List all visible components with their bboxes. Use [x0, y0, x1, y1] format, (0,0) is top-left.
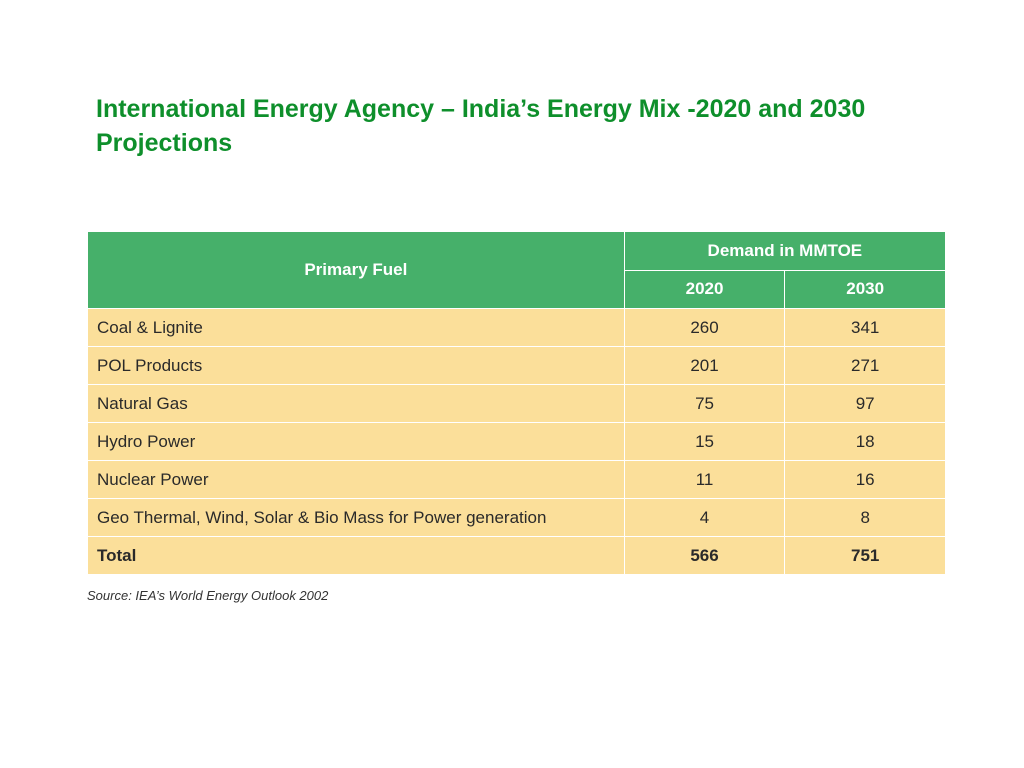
source-note: Source: IEA’s World Energy Outlook 2002 — [87, 588, 329, 603]
table-row: Coal & Lignite 260 341 — [87, 308, 946, 347]
value-2020-cell: 75 — [623, 384, 786, 423]
slide-title-line-1: International Energy Agency – India’s En… — [96, 95, 866, 123]
energy-mix-table: Primary Fuel Demand in MMTOE 2020 2030 C… — [87, 231, 947, 575]
primary-fuel-header: Primary Fuel — [87, 231, 625, 309]
table-row: POL Products 201 271 — [87, 346, 946, 385]
value-2030-cell: 341 — [784, 308, 946, 347]
table-row: Geo Thermal, Wind, Solar & Bio Mass for … — [87, 498, 946, 537]
value-2020-cell: 15 — [623, 422, 786, 461]
table-row: Natural Gas 75 97 — [87, 384, 946, 423]
demand-header: Demand in MMTOE — [623, 231, 947, 271]
table-row: Nuclear Power 11 16 — [87, 460, 946, 499]
fuel-cell: Natural Gas — [87, 384, 625, 423]
table-year-row: 2020 2030 — [88, 269, 946, 309]
total-label-cell: Total — [87, 536, 625, 575]
value-2020-cell: 4 — [623, 498, 786, 537]
fuel-cell: Hydro Power — [87, 422, 625, 461]
fuel-cell: Nuclear Power — [87, 460, 625, 499]
slide-title: International Energy Agency – India’s En… — [96, 92, 996, 160]
value-2030-cell: 97 — [784, 384, 946, 423]
fuel-cell: Coal & Lignite — [87, 308, 625, 347]
value-2020-cell: 11 — [623, 460, 786, 499]
table-header-row: Primary Fuel Demand in MMTOE — [87, 231, 947, 309]
fuel-cell: POL Products — [87, 346, 625, 385]
value-2030-cell: 18 — [784, 422, 946, 461]
total-2020-cell: 566 — [623, 536, 786, 575]
total-2030-cell: 751 — [784, 536, 946, 575]
year-header-2020: 2020 — [623, 269, 786, 309]
value-2020-cell: 260 — [623, 308, 786, 347]
table-row: Hydro Power 15 18 — [87, 422, 946, 461]
value-2030-cell: 271 — [784, 346, 946, 385]
slide-title-line-2: Projections — [96, 129, 233, 157]
value-2030-cell: 16 — [784, 460, 946, 499]
value-2020-cell: 201 — [623, 346, 786, 385]
year-header-2030: 2030 — [784, 269, 946, 309]
value-2030-cell: 8 — [784, 498, 946, 537]
fuel-cell: Geo Thermal, Wind, Solar & Bio Mass for … — [87, 498, 625, 537]
total-row: Total 566 751 — [87, 536, 946, 575]
